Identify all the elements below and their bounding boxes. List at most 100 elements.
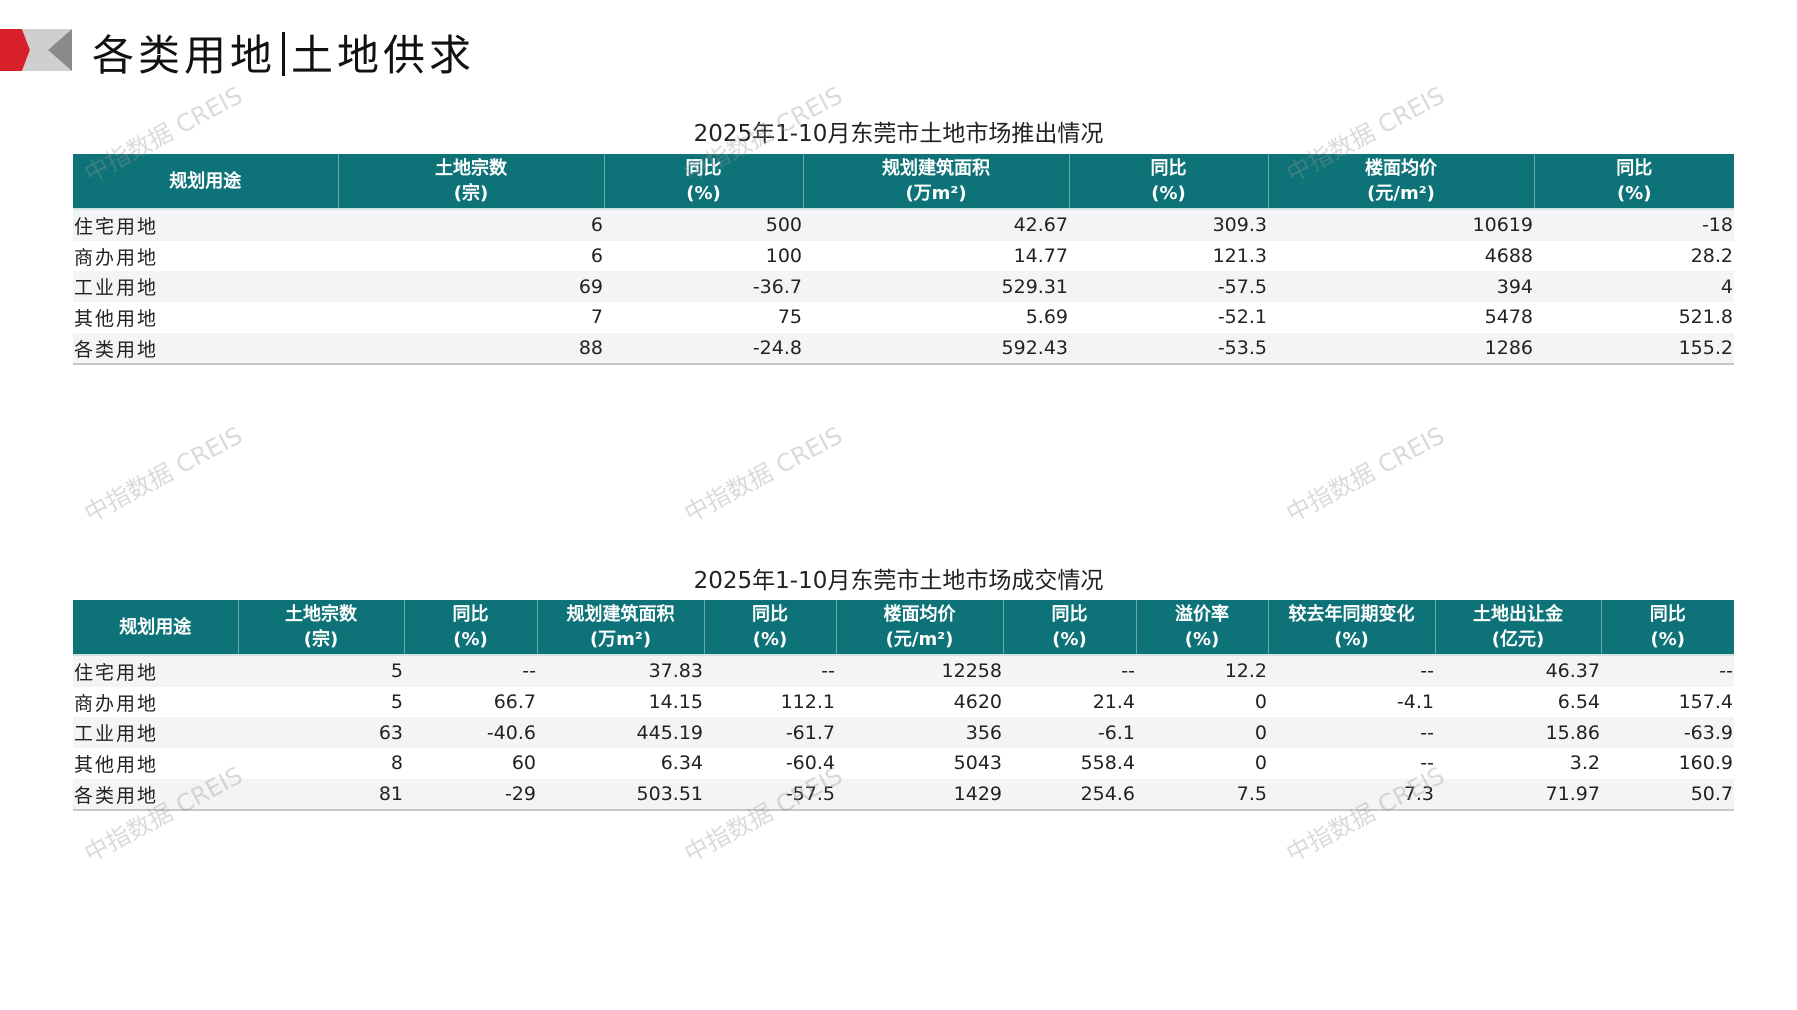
row-label: 其他用地 <box>74 307 159 330</box>
column-label: 土地宗数 <box>285 604 357 625</box>
table-cell: 75 <box>777 306 802 329</box>
column-header: 规划建筑面积 (万m²) <box>536 600 704 655</box>
table-cell: 160.9 <box>1678 752 1733 775</box>
table-cell: 7.3 <box>1268 778 1435 812</box>
table-cell: -- <box>1268 655 1435 687</box>
header-row: 规划用途 土地宗数 (宗) 同比 (%) 规划建筑面积 (万m²) 同比 (%) 楼面均价 (元/m… <box>73 600 1734 655</box>
column-label: 同比 <box>1150 158 1187 179</box>
deal-table: 规划用途 土地宗数 (宗) 同比 (%) 规划建筑面积 (万m²) 同比 (%) 楼面均价 (元/m… <box>73 600 1734 812</box>
table-cell: -57.5 <box>1069 271 1268 303</box>
table-cell: 155.2 <box>1534 332 1734 366</box>
column-unit: (%) <box>1151 183 1186 204</box>
table-cell: -53.5 <box>1069 332 1268 366</box>
table-cell: 7 <box>590 306 603 329</box>
table-cell: -- <box>1268 717 1435 749</box>
column-header: 同比 (%) <box>1600 600 1734 655</box>
table-cell: -60.4 <box>785 752 835 775</box>
column-header: 同比 (%) <box>1533 154 1734 209</box>
table-cell: 1286 <box>1268 332 1534 366</box>
row-label: 工业用地 <box>73 717 238 749</box>
column-header: 土地出让金 (亿元) <box>1434 600 1601 655</box>
column-unit: (%) <box>686 183 721 204</box>
column-unit: (宗) <box>453 183 489 204</box>
table-cell: 69 <box>338 271 604 303</box>
table-cell: 521.8 <box>1678 306 1733 329</box>
table-row: 商办用地 6 100 14.77 121.3 4688 28.2 <box>73 241 1734 272</box>
table-cell: -57.5 <box>704 778 836 812</box>
table-cell: 112.1 <box>780 691 835 714</box>
column-header: 楼面均价 (元/m²) <box>835 600 1003 655</box>
table-cell: 46.37 <box>1435 655 1601 687</box>
table-cell: 558.4 <box>1080 752 1135 775</box>
table-cell: 100 <box>765 245 802 268</box>
table-cell: 14.15 <box>648 691 703 714</box>
table-cell: -29 <box>404 778 537 812</box>
table-cell: 3.2 <box>1569 752 1600 775</box>
table-cell: -52.1 <box>1217 306 1267 329</box>
column-label: 土地出让金 <box>1473 604 1563 625</box>
column-label: 较去年同期变化 <box>1288 604 1415 625</box>
table-cell: 42.67 <box>803 209 1069 241</box>
table-cell: 503.51 <box>537 778 704 812</box>
column-unit: (%) <box>1334 629 1369 650</box>
supply-table-title: 2025年1-10月东莞市土地市场推出情况 <box>693 121 1104 147</box>
column-unit: (亿元) <box>1491 629 1545 650</box>
column-unit: (元/m²) <box>1367 183 1435 204</box>
column-header: 溢价率 (%) <box>1135 600 1268 655</box>
table-row: 商办用地 5 66.7 14.15 112.1 4620 21.4 0 -4.1 6.54 157.… <box>73 687 1734 718</box>
column-header: 规划用途 <box>73 600 238 655</box>
table-cell: 254.6 <box>1003 778 1136 812</box>
column-header: 同比 (%) <box>1068 154 1268 209</box>
column-unit: (%) <box>1052 629 1087 650</box>
table-cell: -- <box>1601 655 1734 687</box>
column-unit: (元/m²) <box>885 629 954 650</box>
table-cell: 63 <box>238 717 404 749</box>
table-row: 各类用地 88 -24.8 592.43 -53.5 1286 155.2 <box>73 332 1734 366</box>
column-header: 楼面均价 (元/m²) <box>1267 154 1534 209</box>
column-label: 溢价率 <box>1175 604 1229 625</box>
column-unit: (%) <box>1184 629 1220 650</box>
column-unit: (%) <box>1617 183 1652 204</box>
table-cell: 60 <box>511 752 536 775</box>
column-header: 规划用途 <box>73 154 338 209</box>
table-cell: 5 <box>238 655 404 687</box>
table-cell: 81 <box>238 778 404 812</box>
table-cell: 37.83 <box>537 655 704 687</box>
table-cell: 8 <box>390 752 403 775</box>
row-label: 各类用地 <box>73 332 338 366</box>
column-unit: (%) <box>453 629 488 650</box>
column-header: 同比 (%) <box>1002 600 1136 655</box>
row-label: 其他用地 <box>74 753 159 776</box>
table-cell: 445.19 <box>537 717 704 749</box>
table-cell: 14.77 <box>1013 245 1068 268</box>
table-cell: 5043 <box>953 752 1002 775</box>
table-cell: -40.6 <box>404 717 537 749</box>
table-cell: 88 <box>338 332 604 366</box>
brand-logo <box>0 29 72 71</box>
table-cell: 1429 <box>836 778 1003 812</box>
column-label: 土地宗数 <box>435 158 507 179</box>
column-label: 同比 <box>1616 158 1653 179</box>
title-divider <box>282 32 286 76</box>
column-header: 规划建筑面积 (万m²) <box>802 154 1069 209</box>
table-cell: 12.2 <box>1136 655 1268 687</box>
table-cell: 71.97 <box>1435 778 1601 812</box>
table-cell: 0 <box>1254 691 1267 714</box>
table-row: 住宅用地 6 500 42.67 309.3 10619 -18 <box>73 209 1734 241</box>
column-unit: (万m²) <box>589 629 652 650</box>
column-label: 规划用途 <box>119 616 192 638</box>
row-label: 各类用地 <box>73 778 238 812</box>
page-title-section: 各类用地 <box>92 31 277 80</box>
supply-table: 规划用途 土地宗数 (宗) 同比 (%) 规划建筑面积 (万m²) 同比 (%) 楼面均价 (元/m… <box>73 154 1734 366</box>
table-cell: -18 <box>1534 209 1734 241</box>
row-label: 商办用地 <box>74 246 159 269</box>
table-row: 工业用地 69 -36.7 529.31 -57.5 394 4 <box>73 271 1734 303</box>
table-cell: 4620 <box>953 691 1002 714</box>
row-label: 住宅用地 <box>73 655 238 687</box>
table-cell: -24.8 <box>604 332 803 366</box>
table-cell: 0 <box>1254 752 1267 775</box>
table-cell: 5.69 <box>1025 306 1068 329</box>
table-cell: 500 <box>604 209 803 241</box>
table-cell: -61.7 <box>704 717 836 749</box>
watermark: 中指数据 CREIS <box>1281 421 1450 529</box>
